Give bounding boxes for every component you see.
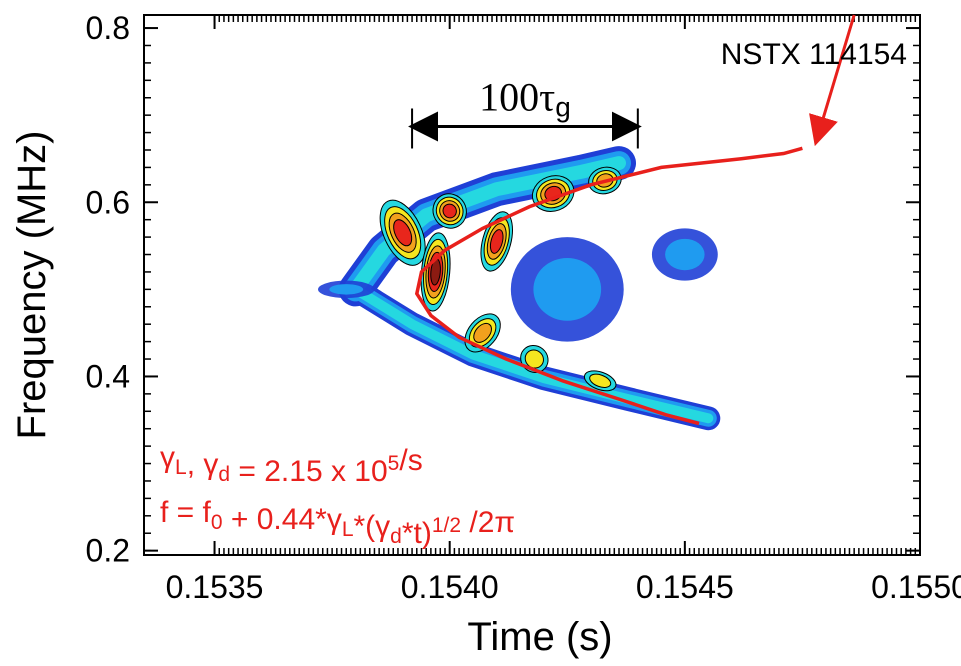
spectrogram-blob-1-level-5 [393, 219, 413, 247]
spectrogram-patch-core-2 [329, 284, 364, 295]
y-axis-title: Frequency (MHz) [10, 131, 54, 440]
shot-label: NSTX 114154 [721, 38, 907, 71]
formula1-part-1: , [187, 448, 204, 481]
formula1-part-0: γ [160, 441, 175, 474]
formula2-part-0: f = f [160, 496, 212, 529]
growth-rate-formula: γL, γd = 2.15 x 105/s [160, 441, 423, 488]
formula1-sub-2: d [218, 463, 230, 486]
spectrogram-blob-1 [379, 199, 426, 266]
scale-bar-label: 100τg [479, 74, 571, 122]
frequency-formula: f = f0 + 0.44*γL*(γd*t)1/2 /2π [160, 496, 515, 550]
x-tick-label: 0.1535 [166, 569, 264, 605]
formula1-sub-0: L [175, 456, 187, 479]
spectrogram-patch-core-3 [665, 238, 705, 271]
spectrogram-blob-9-level-3 [589, 373, 612, 388]
formula2-part-1: + 0.44* [223, 503, 328, 536]
x-tick-label: 0.1540 [401, 569, 499, 605]
formula2-sup-5: 1/2 [432, 514, 461, 537]
formula2-part-3: *( [354, 510, 376, 543]
spectrogram-contours [318, 146, 721, 431]
formula1-part-2: γ [203, 448, 218, 481]
x-tick-label: 0.1550 [871, 569, 961, 605]
y-tick-label: 0.2 [86, 533, 130, 569]
scale-bar: 100τg [408, 74, 642, 149]
spectrogram-lower-arm-level-3 [350, 284, 714, 424]
y-tick-label: 0.6 [86, 184, 130, 220]
spectrogram-blob-9 [583, 370, 617, 392]
formula2-part-6: /2π [461, 506, 515, 539]
formula1-part-3: = 2.15 x 10 [230, 455, 388, 488]
spectrogram-blob-8-level-3 [524, 349, 544, 369]
x-tick-label: 0.1545 [636, 569, 734, 605]
formula2-sub-4: d [390, 525, 402, 548]
fit-curve [414, 146, 803, 426]
spectrogram-blob-3-level-5 [442, 203, 457, 219]
x-axis-ticks: 0.1535 0.1540 0.1545 0.1550 [166, 15, 961, 605]
y-tick-label: 0.8 [86, 10, 130, 46]
spectrogram-patch-core-1 [533, 258, 602, 321]
spectrogram-blob-7-level-4 [473, 322, 492, 343]
spectrogram-blob-4 [480, 211, 513, 272]
formula2-part-4: γ [375, 510, 390, 543]
y-axis-ticks: 0.2 0.4 0.6 0.8 [86, 10, 920, 569]
formula1-part-4: /s [399, 444, 422, 477]
fit-arrow [809, 14, 856, 147]
spectrogram-blob-4-level-5 [489, 229, 504, 254]
formula2-part-2: γ [327, 503, 342, 536]
spectrogram-blob-3 [432, 193, 467, 229]
formula2-sub-2: L [342, 518, 354, 541]
formula2-sub-0: 0 [211, 511, 223, 534]
y-tick-label: 0.4 [86, 358, 130, 394]
plot-frame [143, 14, 921, 556]
formula1-sup-3: 5 [388, 452, 400, 475]
x-axis-title: Time (s) [467, 615, 612, 659]
formula2-part-5: *t) [402, 517, 432, 550]
